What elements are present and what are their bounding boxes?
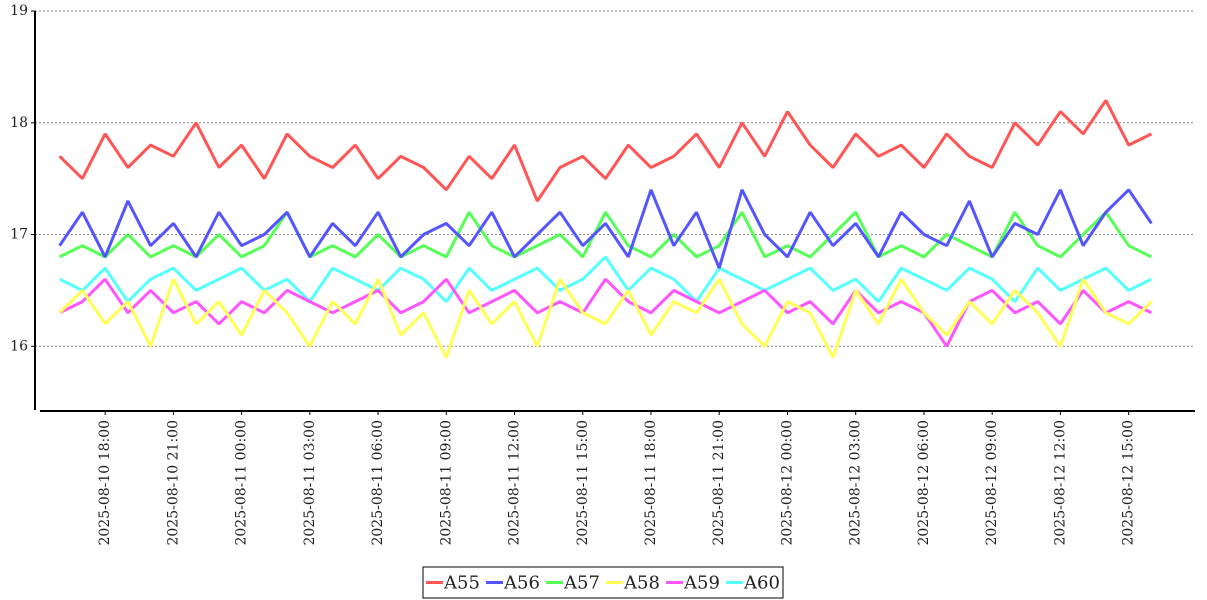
y-tick-label: 16 xyxy=(10,338,28,354)
x-tick-label: 2025-08-12 03:00 xyxy=(848,420,864,546)
x-tick-label: 2025-08-11 00:00 xyxy=(234,420,250,546)
x-tick-label: 2025-08-11 03:00 xyxy=(302,420,318,546)
series-line xyxy=(58,211,1153,259)
x-tick-label: 2025-08-11 18:00 xyxy=(643,420,659,546)
series-line xyxy=(58,278,1153,359)
legend-label: A55 xyxy=(443,573,480,594)
x-tick-label: 2025-08-10 21:00 xyxy=(165,420,181,546)
series-line xyxy=(58,255,1153,303)
x-tick-label: 2025-08-12 09:00 xyxy=(984,420,1000,546)
x-tick-label: 2025-08-11 09:00 xyxy=(438,420,454,546)
x-tick-label: 2025-08-10 18:00 xyxy=(97,420,113,546)
legend-box xyxy=(422,566,784,599)
y-tick-label: 18 xyxy=(10,115,28,131)
legend-label: A58 xyxy=(623,573,660,594)
series-line xyxy=(58,99,1153,202)
legend-label: A60 xyxy=(743,573,780,594)
series-line xyxy=(58,188,1153,269)
x-tick-label: 2025-08-11 12:00 xyxy=(507,420,523,546)
x-tick-label: 2025-08-12 06:00 xyxy=(916,420,932,546)
x-tick-label: 2025-08-12 00:00 xyxy=(779,420,795,546)
y-tick-label: 17 xyxy=(10,227,28,243)
x-tick-label: 2025-08-12 15:00 xyxy=(1121,420,1137,546)
series-line xyxy=(58,278,1153,348)
legend-label: A59 xyxy=(683,573,720,594)
x-tick-label: 2025-08-12 12:00 xyxy=(1052,420,1068,546)
y-tick-label: 19 xyxy=(10,3,28,19)
x-tick-label: 2025-08-11 06:00 xyxy=(370,420,386,546)
legend: A55 A56 A57 A58 A59 A60 xyxy=(422,566,784,599)
x-tick-label: 2025-08-11 21:00 xyxy=(711,420,727,546)
legend-label: A57 xyxy=(563,573,600,594)
x-tick-label: 2025-08-11 15:00 xyxy=(575,420,591,546)
legend-label: A56 xyxy=(503,573,540,594)
